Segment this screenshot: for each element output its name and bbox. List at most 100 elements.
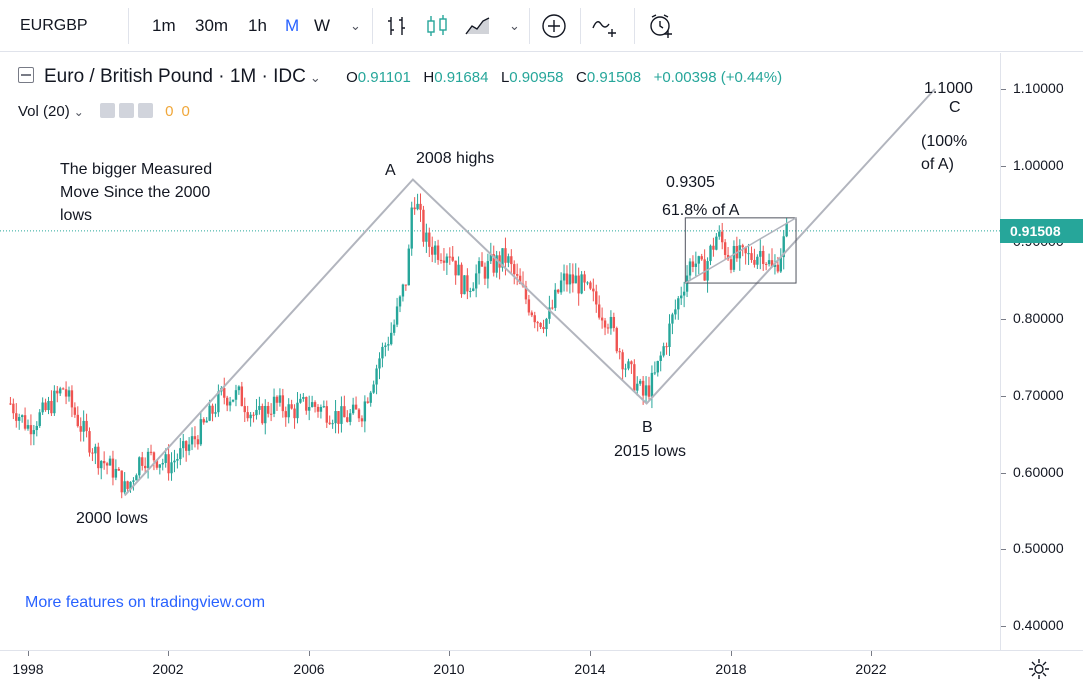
price-label: 0.40000 bbox=[1013, 617, 1064, 633]
candle-body bbox=[782, 236, 785, 258]
candle-body bbox=[29, 425, 33, 435]
time-tick bbox=[590, 651, 591, 656]
candle-body bbox=[381, 346, 384, 359]
chart-settings-gear-icon[interactable] bbox=[1027, 657, 1051, 681]
candle-body bbox=[173, 460, 176, 463]
interval-dropdown-chevron-icon[interactable]: ⌄ bbox=[350, 18, 361, 33]
candle-body bbox=[407, 248, 410, 286]
candle-body bbox=[589, 282, 592, 289]
candle-body bbox=[785, 222, 788, 237]
visibility-eye-icon[interactable] bbox=[99, 103, 115, 118]
candle-body bbox=[583, 274, 586, 283]
price-tick bbox=[1001, 319, 1006, 320]
candle-body bbox=[343, 406, 346, 418]
target-ratio-note[interactable]: (100% of A) bbox=[921, 133, 968, 173]
candle-body bbox=[507, 256, 510, 263]
chart-pane[interactable] bbox=[0, 53, 1000, 650]
candle-body bbox=[551, 307, 554, 309]
collapse-legend-icon[interactable] bbox=[18, 67, 34, 83]
measured-move-note[interactable]: The bigger Measured Move Since the 2000 … bbox=[60, 161, 213, 224]
candle-body bbox=[762, 251, 765, 264]
candle-body bbox=[354, 404, 358, 410]
volume-indicator-label[interactable]: Vol (20) bbox=[18, 103, 70, 120]
candle-body bbox=[641, 380, 645, 396]
candle-body bbox=[577, 275, 580, 294]
fib-ratio-note[interactable]: 61.8% of A bbox=[662, 202, 740, 219]
price-chart[interactable] bbox=[0, 53, 1000, 650]
candle-body bbox=[697, 256, 700, 264]
candle-body bbox=[542, 327, 545, 330]
candle-body bbox=[23, 415, 27, 429]
candle-body bbox=[685, 275, 689, 292]
target-price-note[interactable]: 1.1000 bbox=[924, 80, 973, 97]
add-compare-icon[interactable] bbox=[540, 12, 568, 40]
candle-body bbox=[308, 407, 311, 411]
candle-body bbox=[237, 386, 241, 391]
time-axis[interactable]: 1998 2002 2006 2010 2014 2018 2022 bbox=[0, 650, 1083, 689]
candle-body bbox=[600, 317, 604, 321]
candle-body bbox=[650, 372, 654, 397]
candle-body bbox=[524, 286, 528, 300]
candle-body bbox=[764, 263, 768, 265]
low-value: 0.90958 bbox=[509, 69, 564, 86]
candle-body bbox=[662, 346, 665, 356]
time-label: 2022 bbox=[855, 661, 887, 677]
price-tick bbox=[1001, 89, 1006, 90]
candle-body bbox=[442, 260, 446, 263]
candle-body bbox=[302, 397, 305, 399]
candle-body bbox=[296, 402, 299, 419]
candle-body bbox=[9, 403, 12, 405]
volume-menu-chevron-icon[interactable]: ⌄ bbox=[73, 105, 84, 119]
candle-body bbox=[545, 318, 548, 330]
lows-2000-note[interactable]: 2000 lows bbox=[76, 510, 149, 527]
candle-body bbox=[609, 316, 613, 329]
candle-body bbox=[12, 403, 15, 414]
remove-close-icon[interactable] bbox=[137, 103, 153, 118]
indicators-icon[interactable] bbox=[591, 12, 619, 40]
tradingview-promo-link[interactable]: More features on tradingview.com bbox=[25, 594, 266, 611]
price-tick bbox=[1001, 549, 1006, 550]
candle-body bbox=[369, 392, 372, 403]
candle-body bbox=[559, 280, 563, 293]
time-label: 1998 bbox=[12, 661, 44, 677]
candle-body bbox=[337, 411, 340, 424]
interval-1h-button[interactable]: 1h bbox=[248, 16, 267, 35]
chart-style-chevron-down-icon[interactable]: ⌄ bbox=[509, 18, 520, 33]
series-title[interactable]: Euro / British Pound · 1M · IDC bbox=[44, 66, 306, 87]
interval-m-button[interactable]: M bbox=[285, 16, 300, 35]
bar-style-icon[interactable] bbox=[383, 12, 411, 40]
candle-body bbox=[653, 372, 657, 374]
series-menu-chevron-icon[interactable]: ⌄ bbox=[309, 70, 321, 85]
candle-body bbox=[457, 264, 460, 276]
point-c-label[interactable]: C bbox=[949, 99, 961, 116]
settings-gear-icon[interactable] bbox=[118, 103, 134, 118]
highs-2008-note[interactable]: 2008 highs bbox=[416, 150, 495, 167]
candle-body bbox=[463, 275, 466, 295]
point-b-label[interactable]: B bbox=[642, 419, 653, 436]
interval-1m-button[interactable]: 1m bbox=[152, 16, 176, 35]
alert-clock-icon[interactable] bbox=[647, 12, 675, 40]
price-tick bbox=[1001, 626, 1006, 627]
candle-body bbox=[70, 390, 74, 408]
candle-body bbox=[536, 322, 539, 324]
fib-price-note[interactable]: 0.9305 bbox=[666, 174, 715, 191]
price-axis[interactable]: 1.10000 1.00000 0.90000 0.80000 0.70000 … bbox=[1000, 53, 1083, 650]
candle-body bbox=[515, 274, 519, 276]
interval-w-button[interactable]: W bbox=[314, 16, 331, 35]
point-a-label[interactable]: A bbox=[385, 162, 396, 179]
time-tick bbox=[309, 651, 310, 656]
candle-body bbox=[404, 284, 408, 286]
symbol-search-button[interactable]: EURGBP bbox=[20, 17, 88, 34]
candle-body bbox=[721, 231, 724, 243]
lows-2015-note[interactable]: 2015 lows bbox=[614, 443, 687, 460]
interval-30m-button[interactable]: 30m bbox=[195, 16, 229, 35]
candle-body bbox=[170, 462, 173, 474]
candle-style-icon[interactable] bbox=[423, 12, 451, 40]
candle-body bbox=[647, 385, 651, 397]
candle-body bbox=[372, 384, 375, 393]
candle-body bbox=[208, 405, 211, 421]
area-style-icon[interactable] bbox=[463, 12, 491, 40]
toolbar-divider bbox=[580, 8, 581, 44]
price-label: 1.10000 bbox=[1013, 80, 1064, 96]
